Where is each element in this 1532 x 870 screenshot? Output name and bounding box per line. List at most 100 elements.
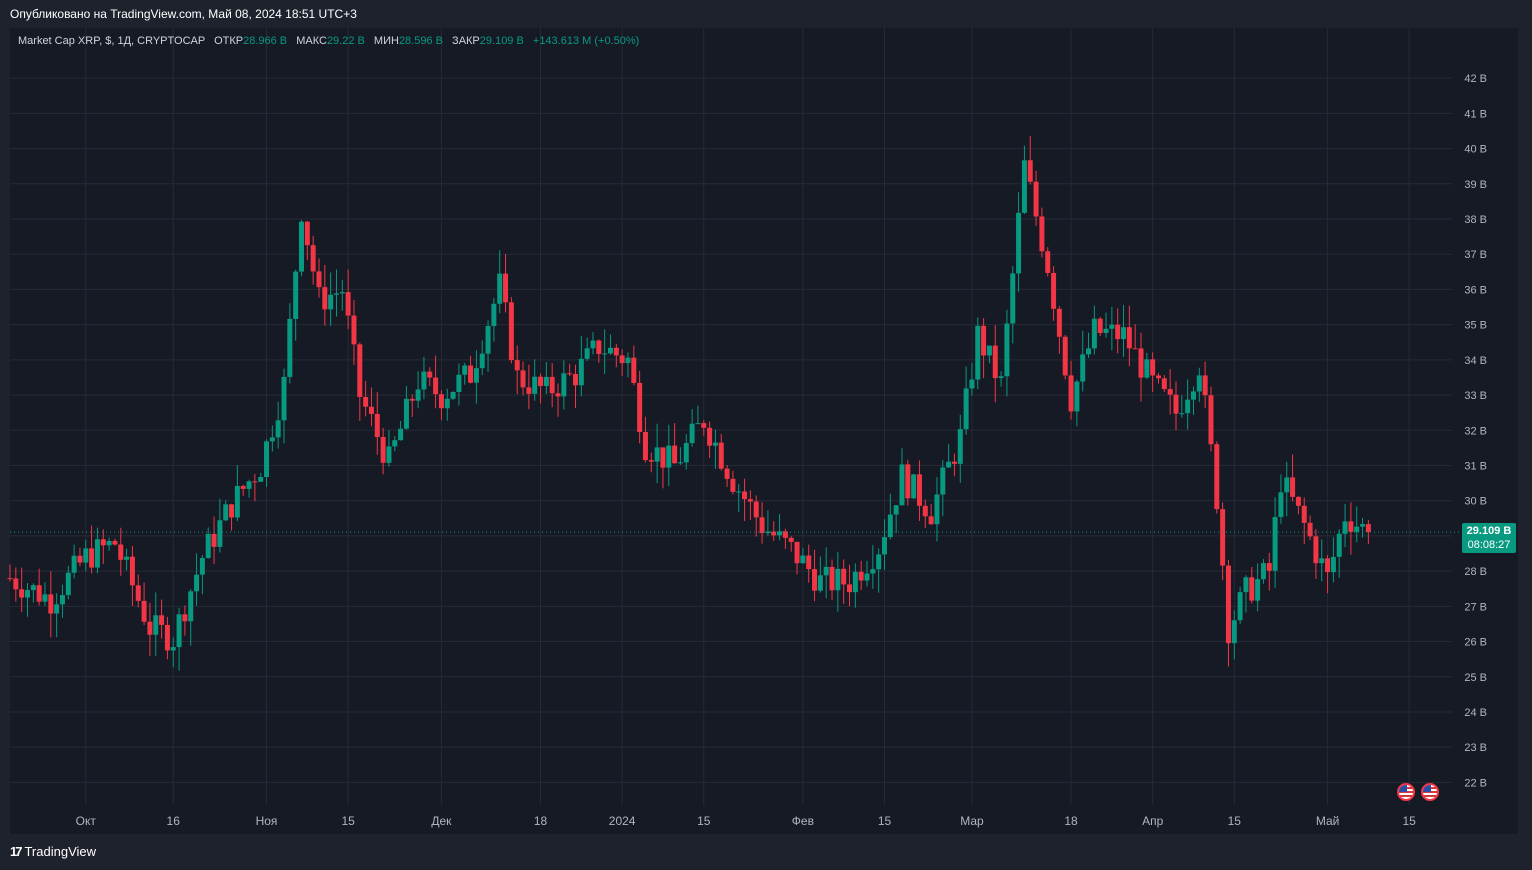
- candle-body: [881, 537, 887, 555]
- candle: [83, 539, 89, 572]
- low-value: 28.596 B: [398, 35, 443, 47]
- candle: [1313, 529, 1319, 579]
- candle: [759, 502, 765, 544]
- candle-body: [1086, 348, 1092, 355]
- candle-body: [1348, 521, 1354, 532]
- candle-body: [176, 614, 182, 648]
- candle: [147, 602, 153, 656]
- brand-name: TradingView: [24, 844, 97, 859]
- candle-body: [986, 345, 992, 356]
- candle-body: [1196, 375, 1202, 392]
- candle-body: [1091, 318, 1097, 349]
- candle: [229, 503, 235, 531]
- candle-body: [934, 494, 940, 525]
- candle: [386, 430, 392, 467]
- candle-body: [637, 382, 643, 433]
- candle: [153, 592, 159, 656]
- candle-body: [345, 292, 351, 316]
- candle: [176, 607, 182, 671]
- candle: [561, 360, 567, 410]
- candle: [660, 447, 666, 489]
- candle-body: [520, 370, 526, 388]
- candle-body: [823, 566, 829, 576]
- time-tick-label: 15: [1403, 814, 1417, 828]
- candle-body: [672, 445, 678, 464]
- candle-body: [806, 555, 812, 570]
- candle-body: [549, 376, 555, 394]
- price-tick-label: 35 B: [1464, 320, 1487, 332]
- us-flag-event-icon[interactable]: [1397, 783, 1415, 801]
- candle: [538, 373, 544, 404]
- candle: [13, 567, 19, 602]
- candle: [1144, 352, 1150, 380]
- candle: [1010, 266, 1016, 344]
- candle-body: [77, 555, 83, 563]
- candle-body: [1033, 181, 1039, 217]
- candle-body: [24, 590, 30, 598]
- candle-body: [532, 376, 538, 394]
- candle: [427, 367, 433, 387]
- candle-body: [1051, 272, 1057, 309]
- time-tick-label: 2024: [609, 814, 636, 828]
- candle-body: [304, 221, 310, 246]
- candle-body: [217, 520, 223, 547]
- time-tick-label: Фев: [792, 814, 814, 828]
- candle-body: [677, 462, 683, 464]
- candle: [1080, 330, 1086, 392]
- candle: [858, 560, 864, 590]
- candle: [730, 470, 736, 495]
- candle-body: [1214, 444, 1220, 510]
- candle: [625, 352, 631, 378]
- candle-body: [631, 357, 637, 383]
- candle: [578, 336, 584, 397]
- candle: [648, 452, 654, 473]
- candle-body: [1103, 328, 1109, 333]
- candle: [777, 514, 783, 541]
- candle: [1156, 373, 1162, 384]
- candle-body: [514, 360, 520, 371]
- candle: [567, 363, 573, 377]
- candle: [65, 565, 71, 600]
- candle-body: [759, 517, 765, 534]
- candle: [1033, 170, 1039, 226]
- candle-body: [427, 371, 433, 378]
- price-tick-label: 32 B: [1464, 425, 1487, 437]
- time-tick-label: 16: [167, 814, 181, 828]
- candle: [981, 318, 987, 379]
- candle-body: [100, 539, 106, 546]
- candle-body: [1307, 522, 1313, 537]
- us-flag-event-icon-2[interactable]: [1421, 783, 1439, 801]
- candle-body: [590, 340, 596, 349]
- candle: [281, 368, 287, 444]
- candle-body: [30, 585, 36, 591]
- candle-body: [946, 461, 952, 468]
- tradingview-logo[interactable]: 17 TradingView: [10, 844, 96, 859]
- candle-body: [403, 398, 409, 429]
- candle-body: [351, 315, 357, 345]
- candle-body: [648, 460, 654, 462]
- candle-body: [380, 436, 386, 463]
- candle: [771, 521, 777, 541]
- candle: [631, 345, 637, 386]
- chart-pane[interactable]: [10, 28, 1518, 834]
- candle-body: [1161, 378, 1167, 390]
- candle-body: [841, 568, 847, 585]
- candle-body: [1039, 216, 1045, 252]
- candle-body: [281, 376, 287, 421]
- candles: [7, 135, 1371, 671]
- candle: [963, 366, 969, 435]
- candle-body: [450, 391, 456, 399]
- candle-body: [42, 594, 48, 602]
- candle-body: [957, 429, 963, 464]
- candle-body: [1004, 323, 1010, 377]
- price-tick-label: 38 B: [1464, 214, 1487, 226]
- candle-body: [1220, 509, 1226, 566]
- candle-body: [48, 594, 54, 614]
- candle: [89, 525, 95, 574]
- candle: [852, 563, 858, 608]
- candle: [975, 317, 981, 390]
- candle: [841, 559, 847, 604]
- candle: [473, 350, 479, 404]
- candle: [916, 460, 922, 521]
